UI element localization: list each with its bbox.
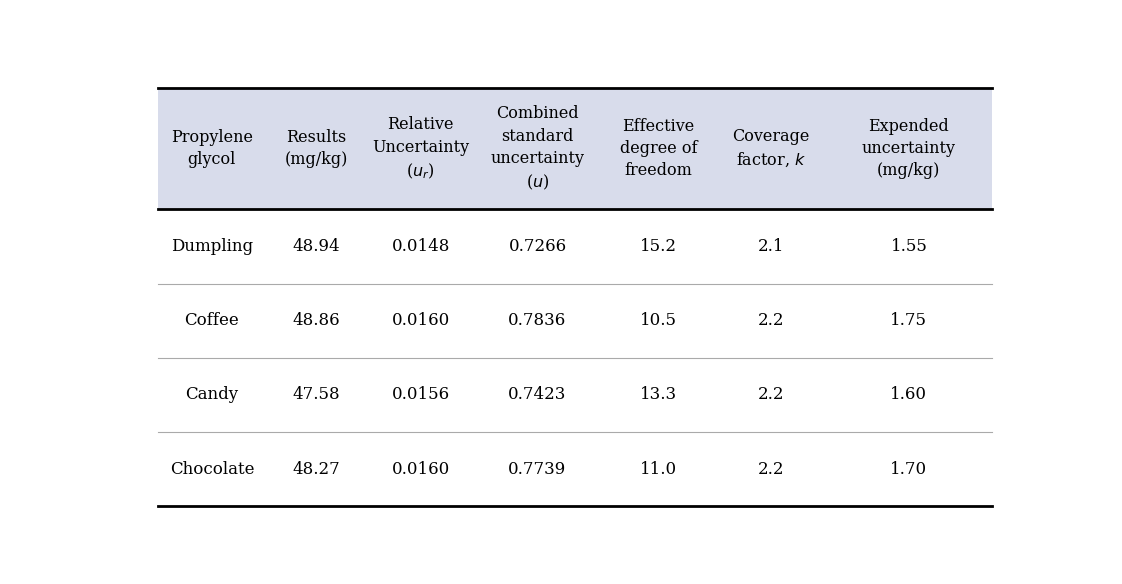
Text: 47.58: 47.58 [293, 387, 340, 404]
Text: Coffee: Coffee [184, 312, 239, 329]
Text: 48.86: 48.86 [293, 312, 340, 329]
Text: 0.7423: 0.7423 [508, 387, 567, 404]
Text: 0.0160: 0.0160 [392, 461, 450, 478]
Text: 2.2: 2.2 [758, 461, 784, 478]
Text: 0.7739: 0.7739 [508, 461, 567, 478]
Text: Combined
standard
uncertainty
($u$): Combined standard uncertainty ($u$) [490, 106, 585, 192]
Text: 2.2: 2.2 [758, 387, 784, 404]
Text: 1.70: 1.70 [891, 461, 928, 478]
Text: Chocolate: Chocolate [169, 461, 255, 478]
Text: 2.2: 2.2 [758, 312, 784, 329]
Text: 2.1: 2.1 [758, 238, 784, 255]
Text: 13.3: 13.3 [640, 387, 677, 404]
Text: Results
(mg/kg): Results (mg/kg) [285, 129, 348, 168]
Text: 48.27: 48.27 [293, 461, 340, 478]
Text: 0.7266: 0.7266 [508, 238, 567, 255]
Text: 0.0148: 0.0148 [392, 238, 450, 255]
Text: 0.7836: 0.7836 [508, 312, 567, 329]
Text: 0.0160: 0.0160 [392, 312, 450, 329]
Text: 1.60: 1.60 [891, 387, 928, 404]
Text: 11.0: 11.0 [640, 461, 677, 478]
Text: Expended
uncertainty
(mg/kg): Expended uncertainty (mg/kg) [862, 118, 956, 179]
Text: 48.94: 48.94 [293, 238, 340, 255]
Text: 10.5: 10.5 [640, 312, 677, 329]
Text: Propylene
glycol: Propylene glycol [171, 129, 252, 168]
Text: 1.75: 1.75 [891, 312, 928, 329]
Text: 1.55: 1.55 [891, 238, 928, 255]
Text: 15.2: 15.2 [640, 238, 677, 255]
Text: 0.0156: 0.0156 [392, 387, 450, 404]
Text: Effective
degree of
freedom: Effective degree of freedom [619, 118, 697, 179]
Text: Candy: Candy [185, 387, 239, 404]
Text: Coverage
factor, $k$: Coverage factor, $k$ [733, 128, 810, 169]
Text: Relative
Uncertainty
($u_r$): Relative Uncertainty ($u_r$) [373, 116, 469, 181]
Text: Dumpling: Dumpling [171, 238, 252, 255]
FancyBboxPatch shape [157, 88, 993, 209]
